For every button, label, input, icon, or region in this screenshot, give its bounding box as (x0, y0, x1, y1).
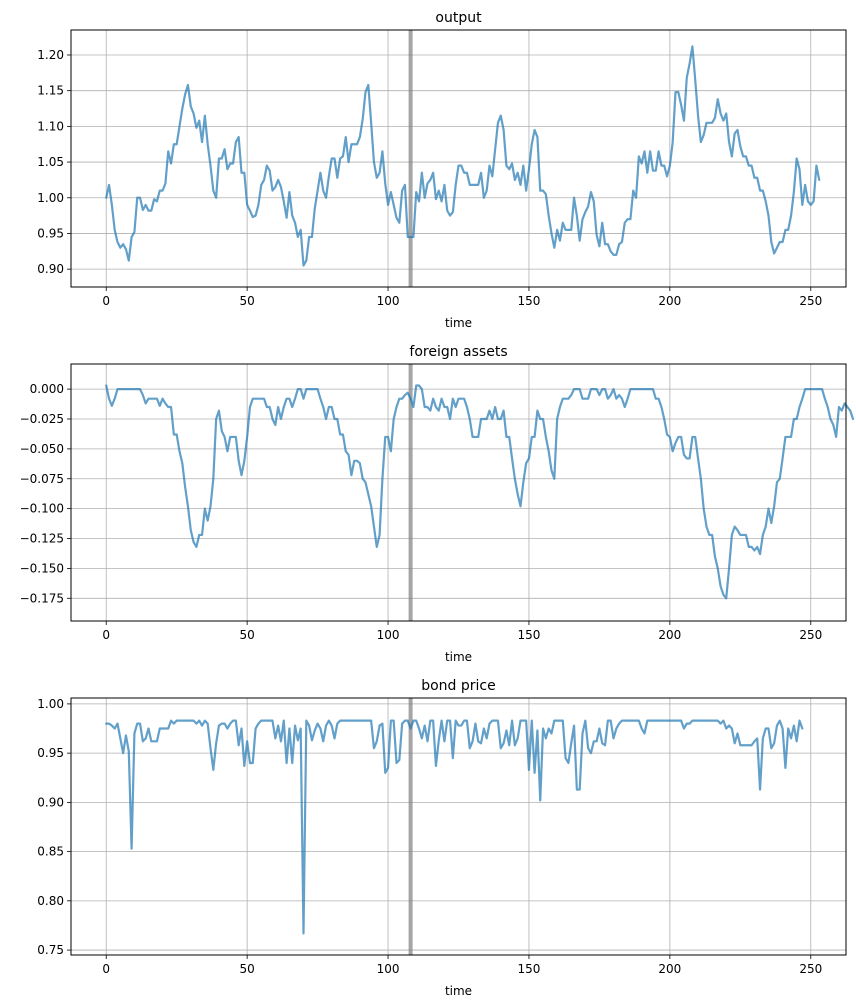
x-tick-label: 0 (102, 962, 110, 976)
y-tick-label: 1.15 (37, 84, 64, 98)
grid (71, 364, 846, 621)
x-tick-label: 250 (799, 628, 822, 642)
x-tick-label: 50 (239, 962, 254, 976)
series-line (105, 719, 804, 935)
x-tick-label: 100 (377, 294, 400, 308)
x-tick-label: 150 (518, 628, 541, 642)
x-tick-label: 0 (102, 294, 110, 308)
x-tick-label: 0 (102, 628, 110, 642)
axes-frame (70, 29, 847, 288)
axes-frame (70, 697, 847, 956)
x-axis: 0 50 100 150 200 250 (102, 955, 822, 976)
series-line (105, 45, 821, 267)
series-line (105, 384, 855, 600)
x-tick-label: 100 (377, 628, 400, 642)
y-tick-label: 0.85 (37, 845, 64, 859)
x-tick-label: 100 (377, 962, 400, 976)
axes-frame (70, 363, 847, 622)
y-tick-label: 0.000 (30, 382, 64, 396)
x-axis-label: time (445, 316, 472, 330)
y-tick-label: −0.125 (20, 532, 64, 546)
x-axis-label: time (445, 650, 472, 664)
y-axis: 0.90 0.95 1.00 1.05 1.10 1.15 1.20 (37, 48, 71, 276)
subplot-output: output time 0 50 100 150 200 250 0.90 0.95 1.00 1… (37, 10, 847, 330)
y-tick-label: 1.00 (37, 697, 64, 711)
y-tick-label: 0.90 (37, 795, 64, 809)
x-tick-label: 200 (658, 628, 681, 642)
y-tick-label: −0.150 (20, 561, 64, 575)
y-tick-label: −0.100 (20, 502, 64, 516)
y-tick-label: 0.75 (37, 943, 64, 957)
y-tick-label: −0.025 (20, 412, 64, 426)
y-tick-label: 1.05 (37, 155, 64, 169)
x-axis: 0 50 100 150 200 250 (102, 621, 822, 642)
x-tick-label: 50 (239, 294, 254, 308)
y-tick-label: 1.10 (37, 119, 64, 133)
x-tick-label: 50 (239, 628, 254, 642)
subplot-bond-price: bond price time 0 50 100 150 200 2500.750.800… (37, 678, 847, 998)
x-tick-label: 200 (658, 962, 681, 976)
y-tick-label: 1.20 (37, 48, 64, 62)
grid (71, 698, 846, 955)
x-tick-label: 250 (799, 294, 822, 308)
y-tick-label: 0.95 (37, 746, 64, 760)
x-tick-label: 150 (518, 962, 541, 976)
y-tick-label: 1.00 (37, 191, 64, 205)
x-axis-label: time (445, 984, 472, 998)
chart-title: output (435, 10, 482, 26)
y-axis: 0.75 0.80 0.85 0.90 0.95 1.00 (37, 697, 71, 957)
x-tick-label: 150 (518, 294, 541, 308)
x-tick-label: 200 (658, 294, 681, 308)
y-tick-label: −0.175 (20, 591, 64, 605)
chart-title: foreign assets (409, 344, 507, 360)
y-tick-label: −0.050 (20, 442, 64, 456)
y-tick-label: −0.075 (20, 472, 64, 486)
y-tick-label: 0.90 (37, 262, 64, 276)
y-tick-label: 0.80 (37, 894, 64, 908)
chart-title: bond price (421, 678, 496, 694)
y-tick-label: 0.95 (37, 226, 64, 240)
grid (71, 30, 846, 287)
x-axis: 0 50 100 150 200 250 (102, 287, 822, 308)
x-tick-label: 250 (799, 962, 822, 976)
subplot-foreign-assets: foreign assets time 0 50 100 150 200 250 0.000… (20, 344, 855, 664)
y-axis: 0.000 −0.025 −0.050 −0.075 −0.100 −0.125 −0.15… (20, 382, 71, 605)
